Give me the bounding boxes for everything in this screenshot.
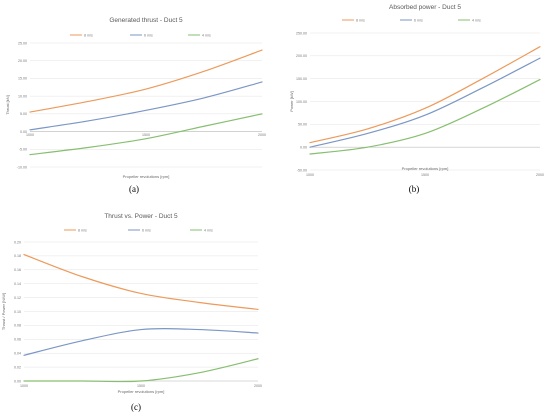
y-tick-label: 0.00	[20, 130, 27, 134]
legend-label: 6 m/s	[142, 228, 151, 232]
x-tick-label: 2000	[258, 133, 266, 137]
series-line	[23, 328, 259, 356]
x-tick-label: 2000	[536, 173, 544, 177]
legend-label: 8 m/s	[84, 33, 93, 37]
series-line	[309, 46, 541, 144]
y-tick-label: 0.12	[14, 296, 21, 300]
y-axis-label: Thrust [kN]	[5, 95, 10, 115]
series-line	[309, 57, 541, 148]
y-tick-label: 0.14	[14, 282, 21, 286]
chart-title: Absorbed power - Duct 5	[389, 4, 461, 11]
caption-a: (a)	[129, 184, 139, 194]
y-tick-label: 0.20	[14, 240, 21, 244]
y-tick-label: 0.00	[300, 145, 307, 149]
y-tick-label: 25.00	[18, 41, 27, 45]
x-axis-label: Propeller revolutions [rpm]	[123, 174, 170, 179]
y-tick-label: 0.02	[14, 365, 21, 369]
x-axis-label: Propeller revolutions [rpm]	[118, 389, 165, 394]
legend-label: 8 m/s	[356, 18, 365, 22]
y-tick-label: 150.00	[296, 77, 307, 81]
series-line	[309, 78, 541, 155]
chart-panel-c: Thrust vs. Power - Duct 5 0.20 0.18 0.16 0.1…	[0, 207, 275, 420]
x-tick-label: 1500	[421, 173, 429, 177]
legend-label: 8 m/s	[78, 228, 87, 232]
legend-label: 4 m/s	[202, 33, 211, 37]
y-tick-label: 0.10	[14, 310, 21, 314]
x-tick-label: 1000	[26, 133, 34, 137]
y-tick-label: 15.00	[18, 77, 27, 81]
y-tick-label: -5.00	[19, 148, 27, 152]
chart-panel-a: Generated thrust - Duct 5 25.00 20.00 15.00…	[0, 0, 270, 200]
y-tick-label: 50.00	[298, 123, 307, 127]
caption-c: (c)	[131, 402, 141, 412]
legend-label: 6 m/s	[144, 33, 153, 37]
y-tick-label: 0.04	[14, 352, 21, 356]
caption-b: (b)	[408, 184, 420, 194]
series-line	[29, 81, 263, 131]
y-tick-label: 0.18	[14, 254, 21, 258]
y-tick-label: 100.00	[296, 100, 307, 104]
y-tick-label: 0.06	[14, 338, 21, 342]
y-tick-label: 5.00	[20, 112, 27, 116]
y-tick-label: 10.00	[18, 94, 27, 98]
chart-panel-b: Absorbed power - Duct 5 250.00 200.00 150.0…	[282, 0, 550, 200]
y-tick-label: 0.16	[14, 268, 21, 272]
x-tick-label: 1500	[137, 384, 145, 388]
x-tick-label: 1500	[142, 133, 150, 137]
y-tick-label: 0.00	[14, 379, 21, 383]
chart-a: Generated thrust - Duct 5 25.00 20.00 15.00…	[5, 17, 266, 179]
series-line	[23, 358, 259, 383]
legend-label: 4 m/s	[204, 228, 213, 232]
series-line	[29, 113, 263, 156]
y-tick-label: 200.00	[296, 54, 307, 58]
y-axis-label: Thrust / Power [N/W]	[1, 293, 6, 330]
legend-label: 6 m/s	[414, 18, 423, 22]
series-line	[29, 49, 263, 113]
chart-title: Thrust vs. Power - Duct 5	[104, 213, 178, 220]
y-tick-label: 0.08	[14, 324, 21, 328]
x-tick-label: 2000	[254, 384, 262, 388]
y-tick-label: 20.00	[18, 59, 27, 63]
chart-title: Generated thrust - Duct 5	[109, 17, 183, 24]
series-line	[23, 253, 259, 311]
y-tick-label: -50.00	[297, 168, 307, 172]
y-tick-label: 250.00	[296, 31, 307, 35]
x-tick-label: 1000	[20, 384, 28, 388]
y-axis-label: Power [kW]	[289, 91, 294, 111]
y-tick-label: -10.00	[17, 165, 27, 169]
chart-c: Thrust vs. Power - Duct 5 0.20 0.18 0.16 0.1…	[1, 213, 262, 394]
legend-label: 4 m/s	[472, 18, 481, 22]
chart-b: Absorbed power - Duct 5 250.00 200.00 150.0…	[289, 4, 544, 177]
x-tick-label: 1000	[306, 173, 314, 177]
x-axis-label: Propeller revolutions [rpm]	[402, 166, 449, 171]
